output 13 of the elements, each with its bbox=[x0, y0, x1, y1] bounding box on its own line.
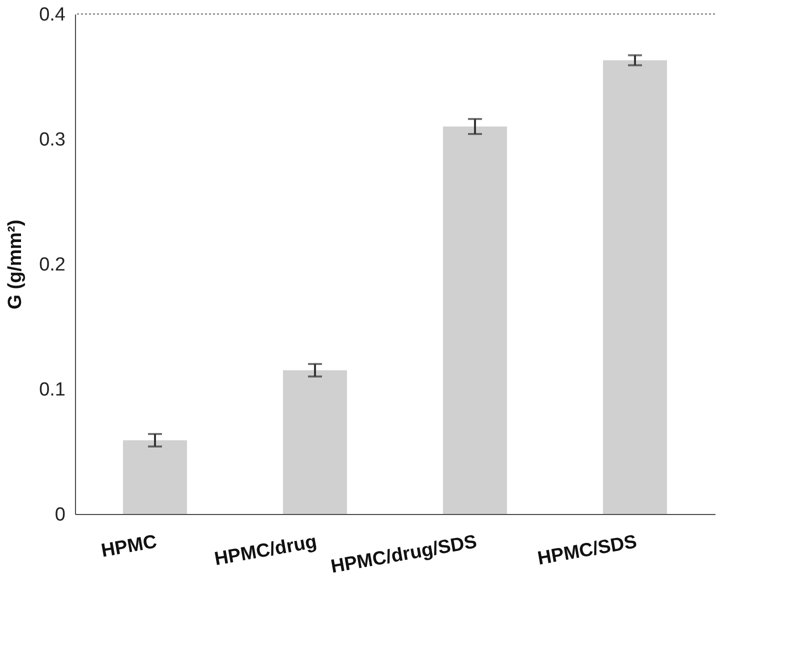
bar bbox=[603, 60, 667, 514]
x-tick-label: HPMC/drug bbox=[212, 532, 318, 570]
bar bbox=[443, 126, 507, 514]
y-tick-label: 0.4 bbox=[39, 4, 66, 26]
y-tick-label: 0.2 bbox=[39, 254, 66, 276]
bar bbox=[123, 440, 187, 514]
y-axis-title: G (g/mm²) bbox=[5, 220, 26, 310]
y-tick-label: 0.1 bbox=[39, 380, 66, 400]
y-tick-label: 0 bbox=[54, 504, 66, 526]
bar bbox=[283, 370, 347, 514]
y-tick-label: 0.3 bbox=[39, 130, 66, 150]
x-tick-label: HPMC bbox=[100, 531, 159, 562]
x-tick-label: HPMC/SDS bbox=[536, 532, 638, 570]
